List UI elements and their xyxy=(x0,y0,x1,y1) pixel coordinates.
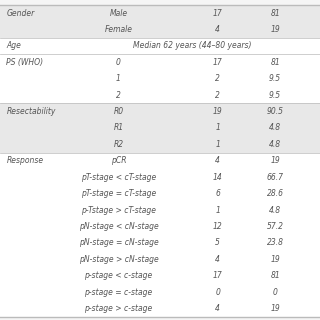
Bar xyxy=(0,38,320,54)
Text: Resectability: Resectability xyxy=(6,107,56,116)
Text: pT-stage < cT-stage: pT-stage < cT-stage xyxy=(81,173,156,182)
Text: R0: R0 xyxy=(113,107,124,116)
Text: 1: 1 xyxy=(116,74,121,83)
Text: Gender: Gender xyxy=(6,9,35,18)
Text: pN-stage > cN-stage: pN-stage > cN-stage xyxy=(78,255,158,264)
Text: 2: 2 xyxy=(215,91,220,100)
Bar xyxy=(0,202,320,218)
Text: 4: 4 xyxy=(215,156,220,165)
Text: 17: 17 xyxy=(213,271,222,280)
Bar xyxy=(0,5,320,21)
Text: 0: 0 xyxy=(273,288,278,297)
Bar xyxy=(0,185,320,202)
Text: 28.6: 28.6 xyxy=(267,189,284,198)
Text: 17: 17 xyxy=(213,9,222,18)
Text: 90.5: 90.5 xyxy=(267,107,284,116)
Text: 19: 19 xyxy=(270,25,280,34)
Bar xyxy=(0,251,320,268)
Text: pN-stage = cN-stage: pN-stage = cN-stage xyxy=(78,238,158,247)
Bar xyxy=(0,103,320,120)
Bar xyxy=(0,120,320,136)
Text: 17: 17 xyxy=(213,58,222,67)
Bar xyxy=(0,218,320,235)
Bar xyxy=(0,136,320,153)
Text: 4.8: 4.8 xyxy=(269,205,281,215)
Text: 5: 5 xyxy=(215,238,220,247)
Text: p-stage > c-stage: p-stage > c-stage xyxy=(84,304,153,313)
Text: 2: 2 xyxy=(215,74,220,83)
Text: 81: 81 xyxy=(270,9,280,18)
Text: 4.8: 4.8 xyxy=(269,124,281,132)
Text: 81: 81 xyxy=(270,271,280,280)
Bar xyxy=(0,153,320,169)
Text: 12: 12 xyxy=(213,222,222,231)
Text: R1: R1 xyxy=(113,124,124,132)
Text: 0: 0 xyxy=(116,58,121,67)
Text: Male: Male xyxy=(109,9,127,18)
Text: 1: 1 xyxy=(215,124,220,132)
Text: pN-stage < cN-stage: pN-stage < cN-stage xyxy=(78,222,158,231)
Bar xyxy=(0,268,320,284)
Text: p-stage = c-stage: p-stage = c-stage xyxy=(84,288,153,297)
Text: Age: Age xyxy=(6,41,21,50)
Text: pCR: pCR xyxy=(111,156,126,165)
Bar xyxy=(0,70,320,87)
Text: 14: 14 xyxy=(213,173,222,182)
Text: 9.5: 9.5 xyxy=(269,91,281,100)
Text: 19: 19 xyxy=(270,304,280,313)
Text: 1: 1 xyxy=(215,205,220,215)
Text: 2: 2 xyxy=(116,91,121,100)
Text: p-Tstage > cT-stage: p-Tstage > cT-stage xyxy=(81,205,156,215)
Text: pT-stage = cT-stage: pT-stage = cT-stage xyxy=(81,189,156,198)
Text: 57.2: 57.2 xyxy=(267,222,284,231)
Text: Median 62 years (44–80 years): Median 62 years (44–80 years) xyxy=(133,41,251,50)
Text: 81: 81 xyxy=(270,58,280,67)
Bar xyxy=(0,169,320,185)
Text: 23.8: 23.8 xyxy=(267,238,284,247)
Text: Response: Response xyxy=(6,156,44,165)
Text: 66.7: 66.7 xyxy=(267,173,284,182)
Text: 19: 19 xyxy=(270,255,280,264)
Text: 4: 4 xyxy=(215,25,220,34)
Text: 19: 19 xyxy=(213,107,222,116)
Text: 4.8: 4.8 xyxy=(269,140,281,149)
Text: 6: 6 xyxy=(215,189,220,198)
Text: 1: 1 xyxy=(215,140,220,149)
Text: PS (WHO): PS (WHO) xyxy=(6,58,44,67)
Bar xyxy=(0,21,320,38)
Text: 4: 4 xyxy=(215,304,220,313)
Bar xyxy=(0,87,320,103)
Bar xyxy=(0,235,320,251)
Bar xyxy=(0,54,320,70)
Text: 0: 0 xyxy=(215,288,220,297)
Bar xyxy=(0,284,320,300)
Text: 4: 4 xyxy=(215,255,220,264)
Text: 9.5: 9.5 xyxy=(269,74,281,83)
Text: 19: 19 xyxy=(270,156,280,165)
Bar xyxy=(0,300,320,317)
Text: p-stage < c-stage: p-stage < c-stage xyxy=(84,271,153,280)
Text: R2: R2 xyxy=(113,140,124,149)
Text: Female: Female xyxy=(104,25,132,34)
